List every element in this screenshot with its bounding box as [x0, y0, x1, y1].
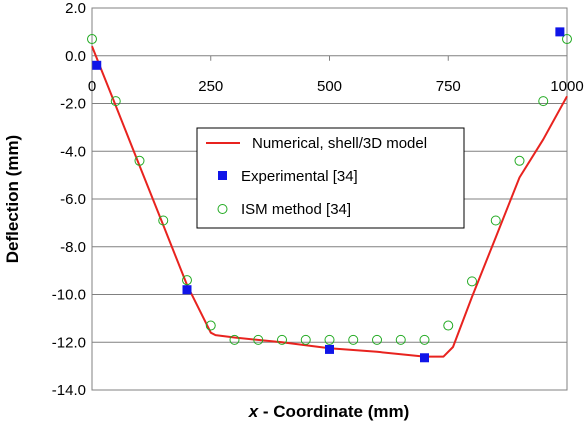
- experimental-point: [555, 27, 565, 37]
- y-tick-label: -4.0: [60, 143, 86, 160]
- ism-point: [205, 320, 216, 331]
- ism-point: [229, 334, 240, 345]
- legend-label-ism: ISM method [34]: [241, 201, 351, 218]
- y-tick-labels: 2.0 0.0 -2.0 -4.0 -6.0 -8.0 -10.0 -12.0 -14.0: [52, 0, 86, 399]
- ism-point: [110, 96, 121, 107]
- ism-point: [395, 334, 406, 345]
- experimental-point: [182, 285, 192, 295]
- legend-box: [196, 127, 465, 229]
- experimental-point: [420, 353, 429, 363]
- ism-point: [490, 215, 501, 226]
- y-tick-label: 0.0: [65, 48, 86, 65]
- legend-marker-ism: [217, 204, 228, 214]
- series-layer: [87, 27, 572, 363]
- ism-point: [562, 34, 572, 45]
- ism-point: [134, 155, 145, 166]
- experimental-point: [325, 344, 334, 354]
- x-tick-label: 500: [317, 78, 342, 95]
- ism-point: [443, 320, 454, 331]
- ism-point: [253, 334, 264, 345]
- y-tick-label: -2.0: [60, 96, 86, 113]
- ism-point: [467, 276, 477, 287]
- ism-point: [182, 275, 192, 286]
- legend-marker-experimental: [218, 171, 227, 180]
- y-tick-label: -6.0: [60, 191, 86, 208]
- ism-point: [277, 334, 287, 345]
- x-axis-title: x - Coordinate (mm): [248, 402, 410, 421]
- ism-point: [348, 334, 359, 345]
- y-tick-label: -10.0: [52, 287, 86, 304]
- ism-point: [300, 334, 311, 345]
- numerical-series-line: [91, 45, 568, 358]
- legend-label-numerical: Numerical, shell/3D model: [252, 135, 427, 152]
- ism-point: [514, 155, 525, 166]
- ism-point: [372, 334, 382, 345]
- y-tick-label: -14.0: [52, 382, 86, 399]
- ism-point: [87, 34, 97, 45]
- x-tick-label: 250: [198, 78, 223, 95]
- legend: Numerical, shell/3D model Experimental […: [196, 127, 465, 229]
- x-tick-labels: 0 250 500 750 1000: [88, 55, 584, 95]
- x-axis-title-variable: x: [248, 402, 260, 421]
- ism-point: [158, 215, 169, 226]
- ism-point: [538, 96, 549, 107]
- x-tick-label: 750: [436, 78, 461, 95]
- x-axis-title-rest: - Coordinate (mm): [258, 402, 409, 421]
- y-tick-label: -8.0: [60, 239, 86, 256]
- ism-point: [324, 334, 335, 345]
- y-tick-label: -12.0: [52, 334, 86, 351]
- x-tick-label: 1000: [550, 78, 583, 95]
- x-tick-label: 0: [88, 78, 96, 95]
- legend-label-experimental: Experimental [34]: [241, 168, 358, 185]
- plot-area-frame: [91, 7, 568, 391]
- experimental-point: [92, 60, 102, 70]
- y-axis-title: Deflection (mm): [3, 135, 22, 263]
- ism-point: [419, 334, 430, 345]
- y-tick-label: 2.0: [65, 0, 86, 17]
